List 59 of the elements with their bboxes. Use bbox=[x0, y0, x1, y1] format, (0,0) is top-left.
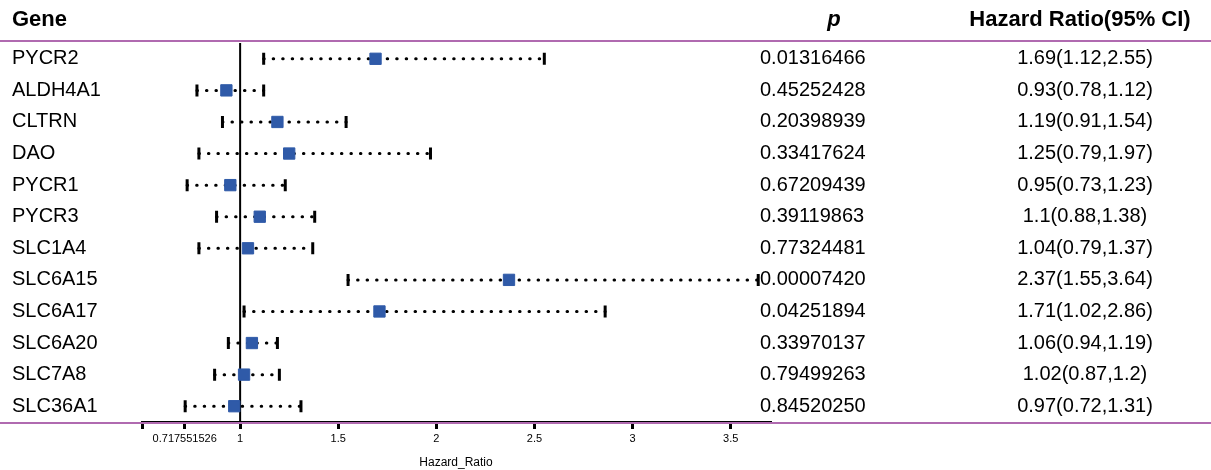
point bbox=[373, 305, 386, 318]
annotation: 0.33417624 bbox=[760, 141, 866, 164]
x-tick-label: 1 bbox=[237, 431, 244, 444]
x-tick-label: 1.5 bbox=[330, 431, 346, 444]
data-label: 1.71(1.02,2.86) bbox=[1017, 298, 1153, 321]
y-tick-label: SLC6A20 bbox=[12, 330, 98, 353]
point bbox=[253, 210, 266, 223]
point bbox=[245, 336, 259, 350]
point bbox=[369, 52, 382, 65]
point bbox=[241, 242, 255, 255]
point bbox=[220, 84, 233, 97]
data-label: 1.1(0.88,1.38) bbox=[1022, 204, 1148, 227]
annotation: 0.20398939 bbox=[760, 109, 866, 132]
y-tick-label: PYCR1 bbox=[12, 172, 79, 195]
y-tick-label: PYCR2 bbox=[12, 46, 79, 69]
y-tick-label: ALDH4A1 bbox=[12, 77, 101, 100]
annotation: 0.79499263 bbox=[760, 362, 866, 385]
data-label: 2.37(1.55,3.64) bbox=[1017, 267, 1153, 290]
annotation: 0.67209439 bbox=[760, 172, 866, 195]
annotation: 0.45252428 bbox=[760, 77, 866, 100]
data-label: 1.06(0.94,1.19) bbox=[1017, 330, 1153, 353]
x-tick-label: 0.717551526 bbox=[152, 431, 217, 444]
text: p bbox=[826, 6, 841, 32]
point bbox=[224, 178, 237, 192]
annotation: 0.39119863 bbox=[760, 204, 865, 227]
y-tick-label: SLC6A17 bbox=[12, 298, 98, 321]
y-tick-label: SLC6A15 bbox=[12, 267, 98, 290]
annotation: 0.00007420 bbox=[760, 267, 866, 290]
annotation: 0.77324481 bbox=[760, 235, 866, 258]
x-tick-label: 2 bbox=[433, 431, 440, 444]
point bbox=[237, 368, 251, 381]
point bbox=[283, 147, 296, 160]
text: Hazard Ratio(95% CI) bbox=[969, 6, 1191, 32]
data-label: 0.95(0.73,1.23) bbox=[1017, 172, 1153, 195]
x-tick-label: 3.5 bbox=[723, 431, 739, 444]
y-tick-label: CLTRN bbox=[12, 109, 78, 132]
x-axis-title: Hazard_Ratio bbox=[419, 455, 494, 470]
y-axis-title: Gene bbox=[12, 6, 68, 32]
data-label: 1.02(0.87,1.2) bbox=[1022, 362, 1148, 385]
y-tick-label: DAO bbox=[12, 141, 56, 164]
x-tick-label: 3 bbox=[629, 431, 636, 444]
point bbox=[271, 115, 284, 129]
x-tick-label: 2.5 bbox=[526, 431, 543, 444]
data-label: 0.93(0.78,1.12) bbox=[1017, 77, 1153, 100]
data-label: 0.97(0.72,1.31) bbox=[1017, 393, 1153, 416]
data-label: 1.04(0.79,1.37) bbox=[1017, 235, 1153, 258]
y-tick-label: SLC1A4 bbox=[12, 235, 87, 258]
y-tick-label: SLC7A8 bbox=[12, 362, 87, 385]
point bbox=[502, 273, 516, 287]
y-tick-label: PYCR3 bbox=[12, 204, 79, 227]
annotation: 0.04251894 bbox=[760, 298, 866, 321]
annotation: 0.33970137 bbox=[760, 330, 866, 353]
data-label: 1.69(1.12,2.55) bbox=[1017, 46, 1153, 69]
annotation: 0.84520250 bbox=[760, 393, 866, 416]
data-label: 1.25(0.79,1.97) bbox=[1017, 141, 1153, 164]
point bbox=[228, 400, 241, 413]
y-tick-label: SLC36A1 bbox=[12, 393, 98, 416]
data-label: 1.19(0.91,1.54) bbox=[1017, 109, 1153, 132]
annotation: 0.01316466 bbox=[760, 46, 866, 69]
